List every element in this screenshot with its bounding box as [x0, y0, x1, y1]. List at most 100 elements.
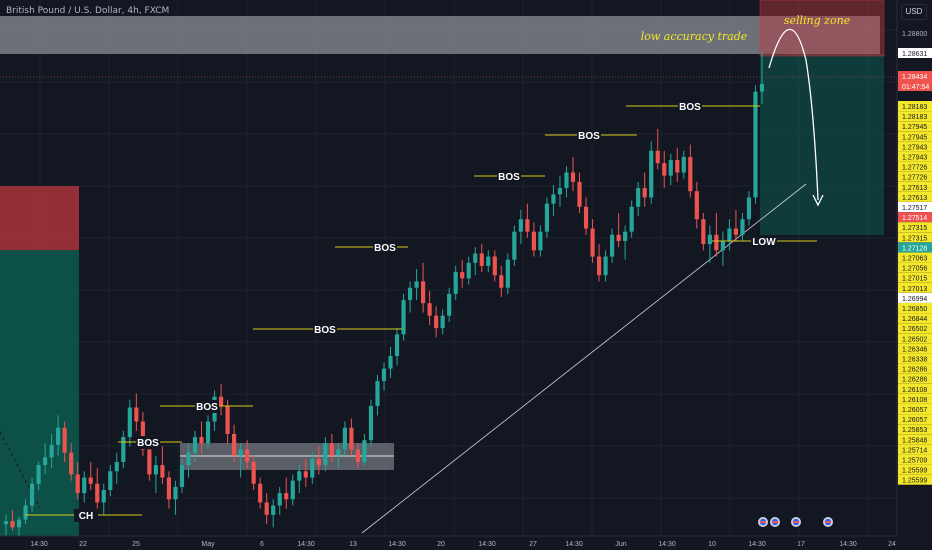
candle [440, 309, 445, 335]
candle-body [499, 275, 504, 288]
price-label-text: 1.28434 [902, 74, 927, 81]
candle [271, 499, 276, 528]
candle [251, 455, 256, 490]
candle [232, 424, 237, 462]
candle [407, 281, 413, 313]
price-label-text: 1.28183 [902, 114, 927, 121]
candle-body [264, 502, 269, 515]
candle [375, 374, 380, 416]
candle [173, 480, 178, 515]
price-label: 1.27726 [898, 161, 932, 172]
price-label: 1.27128 [898, 242, 932, 253]
low-accuracy-zone [0, 16, 880, 54]
candle [427, 290, 432, 326]
price-label: 1.26844 [898, 313, 932, 324]
candle [36, 461, 41, 490]
price-label-text: 1.25599 [902, 478, 927, 485]
time-tick-label: 27 [529, 541, 537, 548]
price-label: 1.28631 [898, 48, 932, 58]
candle-body [127, 407, 132, 438]
candle-body [303, 471, 308, 478]
candle-body [232, 433, 237, 456]
candle-body [479, 253, 484, 266]
price-label-text: 1.27056 [902, 266, 927, 273]
candle [486, 250, 491, 273]
candle [394, 328, 400, 366]
event-flag-icon[interactable] [823, 517, 833, 527]
event-flags[interactable] [758, 517, 833, 527]
candle-body [310, 458, 315, 478]
candle-body [88, 477, 93, 484]
candle-body [75, 474, 80, 494]
price-label-text: 1.27315 [902, 235, 927, 242]
candle [629, 200, 634, 238]
candle-body [36, 465, 41, 484]
price-label-bg [898, 141, 932, 152]
price-label-text: 1.26346 [902, 346, 927, 353]
event-flag-icon[interactable] [791, 517, 801, 527]
candle-body [440, 315, 445, 329]
price-label-bg [898, 303, 932, 313]
candle [49, 433, 54, 469]
price-label: 1.25848 [898, 434, 932, 445]
candle-body [108, 471, 113, 490]
candle [199, 421, 204, 453]
candle [388, 346, 393, 378]
candle [479, 244, 484, 273]
candle-body [421, 281, 426, 304]
candle-body [746, 197, 752, 220]
candle-body [603, 256, 608, 276]
candle-body [394, 334, 400, 357]
time-axis-ticks: 14:30 22 25 May 6 14:30 13 14:30 20 14:30 27 14:30 J… [30, 541, 896, 548]
candle-body [43, 457, 48, 466]
event-flag-icon[interactable] [770, 517, 780, 527]
currency-selector[interactable]: USD [901, 4, 927, 20]
candle [570, 156, 576, 192]
price-label: 1.27613 [898, 181, 932, 192]
candle [720, 231, 725, 266]
candle [310, 452, 315, 484]
price-label-bg [898, 454, 932, 465]
candle [525, 203, 530, 238]
price-label-bg [898, 131, 932, 142]
candle [297, 465, 302, 494]
candle [349, 418, 354, 456]
candle [447, 287, 452, 322]
price-label-bg [898, 242, 932, 253]
candle [342, 421, 347, 456]
price-label-bg [898, 474, 932, 485]
candle [649, 141, 654, 204]
price-label-bg [898, 434, 932, 445]
candle [316, 446, 321, 475]
price-label: 1.28434 [898, 71, 932, 81]
event-flag-icon[interactable] [758, 517, 768, 527]
candle [303, 458, 308, 487]
candle [192, 430, 198, 462]
candle-body [388, 356, 393, 369]
price-label-text: 1.26057 [902, 417, 927, 424]
candle-body [518, 219, 523, 232]
candle [95, 468, 100, 509]
symbol-title[interactable]: British Pound / U.S. Dollar, 4h, FXCM [6, 6, 170, 16]
candle [264, 493, 269, 525]
price-label: 1.28183 [898, 101, 932, 111]
candle-body [512, 231, 517, 260]
candle [218, 384, 224, 416]
price-label-bg [898, 363, 932, 374]
price-label-text: 1.27943 [902, 155, 927, 162]
structure-labels: CH BOS BOS BOS BOS BOS BOS BOS LOW [74, 100, 777, 522]
candle-body [336, 449, 341, 456]
price-label-bg [898, 404, 932, 414]
candle-body [205, 421, 211, 444]
candle [134, 393, 139, 431]
candle [245, 440, 250, 469]
candle-body [173, 486, 178, 500]
candle [127, 399, 132, 447]
candle [362, 433, 367, 466]
candle [753, 85, 758, 204]
price-label: 1.27945 [898, 131, 932, 142]
price-label: 1.26994 [898, 292, 932, 303]
candle-body [362, 440, 367, 462]
candle [153, 455, 158, 494]
candle-body [101, 489, 106, 503]
